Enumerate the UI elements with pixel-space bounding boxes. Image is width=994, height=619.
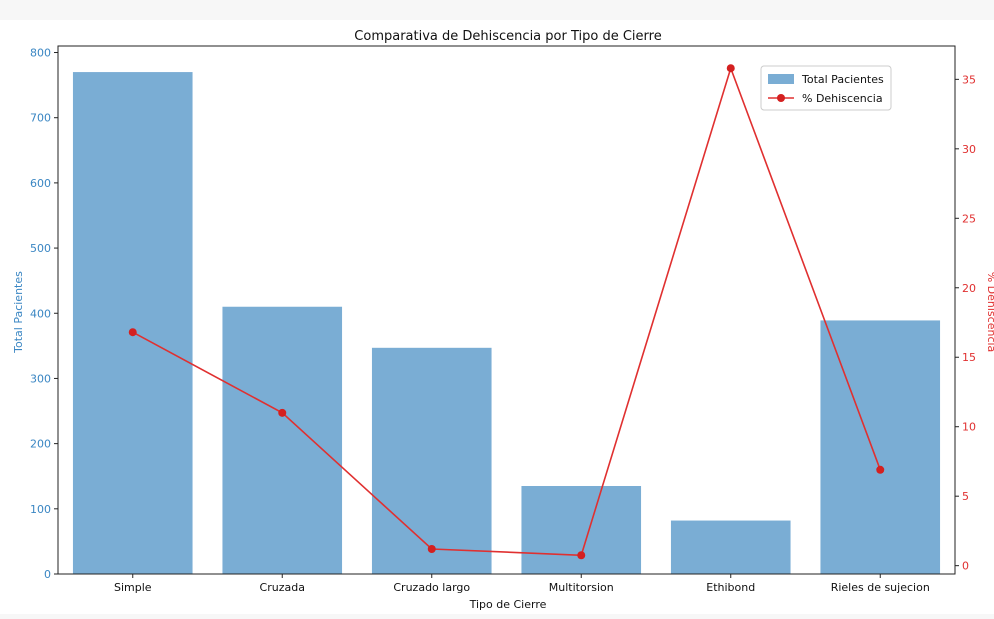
legend: Total Pacientes % Dehiscencia [760,65,892,111]
dehiscence-point-4 [726,64,735,73]
dehiscence-point-2 [427,544,436,553]
y-tick-label-0: 0 [44,568,51,581]
x-tick-label-3: Multitorsion [549,581,614,594]
y2-tick-label-2: 10 [962,421,976,434]
plot-frame [57,45,956,575]
x-tick-label-1: Cruzada [260,581,305,594]
y2-tick-label-6: 30 [962,143,976,156]
legend-label-line: % Dehiscencia [802,92,883,105]
y2-tick-label-3: 15 [962,351,976,364]
top-band [0,0,994,20]
x-tick-label-2: Cruzado largo [393,581,470,594]
bar-3 [521,486,642,574]
dehiscence-point-0 [128,328,137,337]
dehiscence-point-5 [876,465,885,474]
y-tick-label-2: 200 [30,438,51,451]
legend-swatch-marker [777,94,785,102]
line-group [128,64,885,560]
x-tick-label-0: Simple [114,581,152,594]
dehiscence-point-1 [278,408,287,417]
bottom-band [0,614,994,619]
y-axis-label: Total Pacientes [12,271,25,354]
y-tick-label-1: 100 [30,503,51,516]
y2-tick-label-7: 35 [962,73,976,86]
y2-tick-label-4: 20 [962,282,976,295]
y-tick-label-6: 600 [30,177,51,190]
legend-swatch-bar [768,74,794,84]
y2-tick-label-1: 5 [962,490,969,503]
legend-label-bar: Total Pacientes [801,73,884,86]
dehiscence-line [132,65,881,557]
bar-4 [670,520,791,574]
axes-group: 0 100 200 300 400 500 600 700 800 0 5 10 15 20 25 30 35 S… [30,45,976,594]
y2-tick-label-5: 25 [962,212,976,225]
bar-0 [72,72,193,575]
y-tick-label-7: 700 [30,112,51,125]
chart-title: Comparativa de Dehiscencia por Tipo de C… [354,29,661,44]
bar-1 [222,306,343,574]
x-tick-label-5: Rieles de sujecion [831,581,930,594]
y-tick-label-5: 500 [30,242,51,255]
y-tick-label-8: 800 [30,47,51,60]
y2-tick-label-0: 0 [962,560,969,573]
y2-axis-label: % Dehiscencia [985,272,994,353]
y-tick-label-4: 400 [30,307,51,320]
bar-2 [371,347,492,574]
bars-group [72,72,941,575]
x-tick-label-4: Ethibond [706,581,755,594]
y-tick-label-3: 300 [30,372,51,385]
x-axis-label: Tipo de Cierre [469,598,547,611]
dehiscence-point-3 [577,551,586,560]
